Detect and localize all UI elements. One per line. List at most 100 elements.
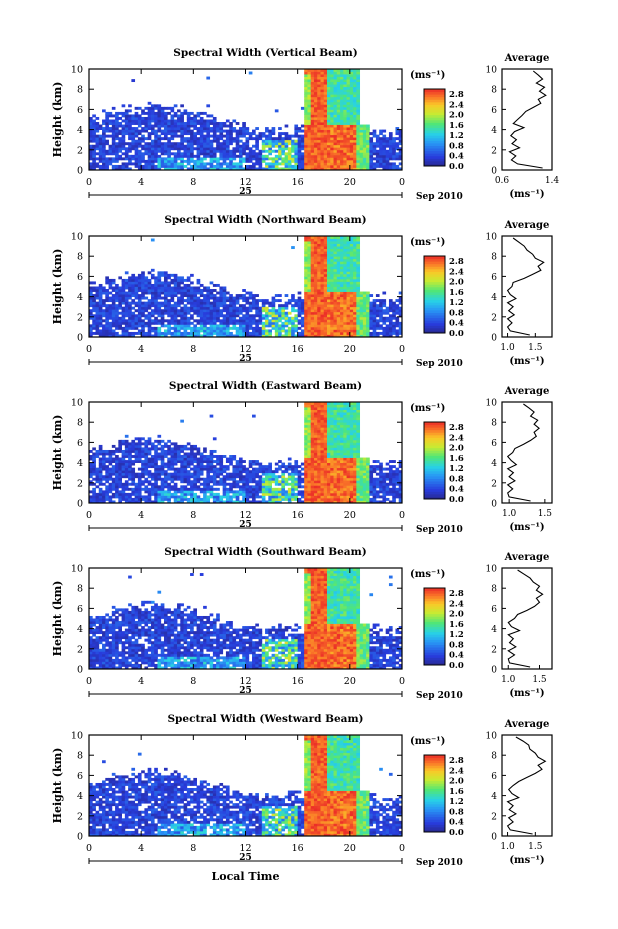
heatmap-cell [375, 154, 380, 158]
heatmap-cell [92, 294, 96, 297]
heatmap-cell [366, 124, 370, 128]
heatmap-cell [180, 334, 184, 338]
heatmap-cell [255, 144, 259, 148]
heatmap-cell [186, 286, 191, 290]
heatmap-cell [144, 137, 149, 141]
heatmap-cell [362, 137, 367, 141]
heatmap-cell [235, 319, 240, 323]
heatmap-cell [150, 152, 155, 156]
heatmap-cell [154, 439, 158, 443]
heatmap-cell [343, 74, 347, 77]
heatmap-cell [297, 296, 302, 300]
heatmap-cell [173, 472, 178, 476]
heatmap-cell [336, 271, 341, 275]
heatmap-cell [167, 475, 171, 479]
heatmap-cell [356, 301, 361, 305]
heatmap-cell [330, 122, 334, 125]
heatmap-cell [366, 304, 370, 308]
heatmap-cell [203, 485, 207, 489]
heatmap-cell [356, 69, 361, 72]
heatmap-cell [271, 301, 276, 305]
heatmap-cell [297, 299, 302, 303]
heatmap-cell [307, 159, 312, 163]
heatmap-cell [323, 294, 328, 297]
heatmap-cell [310, 154, 315, 158]
heatmap-cell [356, 144, 361, 148]
heatmap-cell [242, 309, 246, 313]
heatmap-cell [346, 162, 351, 166]
heatmap-cell [199, 129, 204, 133]
heatmap-cell [206, 482, 211, 486]
heatmap-cell [193, 119, 197, 123]
heatmap-cell [92, 139, 96, 143]
heatmap-cell [92, 472, 96, 476]
heatmap-cell [92, 331, 96, 335]
heatmap-cell [388, 309, 393, 313]
heatmap-cell [359, 324, 364, 328]
heatmap-cell [98, 480, 103, 484]
heatmap-cell [225, 142, 230, 146]
heatmap-cell [225, 321, 230, 325]
heatmap-cell [154, 311, 158, 315]
heatmap-cell [323, 144, 328, 148]
heatmap-cell [180, 137, 184, 141]
heatmap-cell [294, 124, 299, 128]
heatmap-cell [222, 334, 227, 338]
heatmap-cell [141, 159, 145, 163]
heatmap-cell [330, 326, 334, 330]
heatmap-cell [89, 482, 93, 486]
heatmap-cell [310, 96, 315, 100]
heatmap-cell [196, 304, 201, 308]
heatmap-cell [108, 482, 113, 486]
heatmap-cell [124, 472, 129, 476]
heatmap-cell [216, 326, 220, 330]
heatmap-cell [248, 309, 253, 313]
heatmap-cell [154, 500, 158, 504]
heatmap-cell [134, 119, 139, 123]
heatmap-cell [379, 157, 383, 161]
heatmap-cell [92, 134, 96, 138]
heatmap-cell [330, 101, 334, 105]
heatmap-cell [333, 281, 338, 285]
heatmap-cell [163, 276, 168, 280]
heatmap-cell [212, 132, 217, 136]
heatmap-cell [134, 447, 139, 451]
heatmap-cell [284, 314, 289, 318]
heatmap-cell [108, 296, 113, 300]
heatmap-cell [297, 291, 302, 295]
heatmap-cell [346, 129, 351, 133]
heatmap-cell [183, 309, 188, 313]
heatmap-cell [323, 76, 328, 80]
heatmap-cell [307, 324, 312, 328]
heatmap-cell [124, 278, 129, 282]
heatmap-cell [313, 236, 318, 239]
heatmap-cell [278, 326, 282, 330]
heatmap-cell [343, 326, 347, 330]
heatmap-cell [128, 324, 132, 328]
heatmap-cell [340, 273, 344, 277]
heatmap-cell [177, 283, 181, 287]
heatmap-cell [346, 266, 351, 270]
heatmap-cell [163, 291, 168, 295]
heatmap-cell [353, 91, 357, 95]
heatmap-cell [196, 296, 201, 300]
heatmap-cell [199, 299, 204, 303]
heatmap-cell [173, 475, 178, 479]
heatmap-cell [115, 326, 119, 330]
heatmap-cell [304, 111, 308, 115]
heatmap-cell [186, 276, 191, 280]
heatmap-cell [284, 134, 289, 138]
heatmap-cell [271, 314, 276, 318]
heatmap-cell [320, 326, 325, 330]
heatmap-cell [294, 334, 299, 338]
heatmap-cell [111, 167, 116, 171]
heatmap-cell [118, 319, 123, 323]
heatmap-cell [362, 167, 367, 171]
heatmap-cell [304, 74, 308, 77]
heatmap-cell [343, 152, 347, 156]
heatmap-cell [356, 243, 361, 247]
heatmap-cell [346, 84, 351, 88]
heatmap-cell [193, 319, 197, 323]
heatmap-cell [137, 159, 142, 163]
heatmap-cell [124, 455, 129, 458]
